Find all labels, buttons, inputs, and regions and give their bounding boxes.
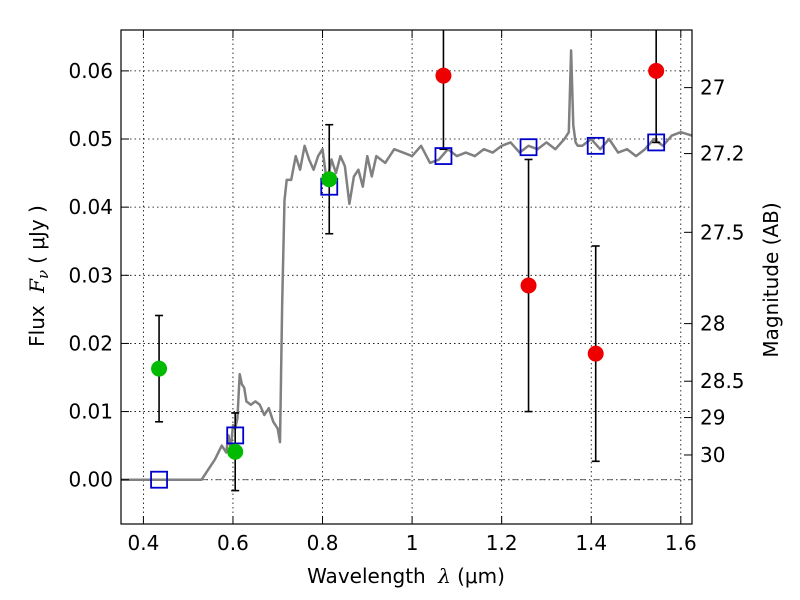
y-tick-label: 0.03 bbox=[68, 263, 113, 287]
plot-frame bbox=[120, 29, 693, 525]
model-square-marker bbox=[586, 136, 605, 155]
model-square-marker bbox=[647, 133, 666, 152]
magnitude-tick-label: 28.5 bbox=[700, 369, 745, 393]
x-tick-label: 1.6 bbox=[665, 531, 697, 555]
photometry-point bbox=[520, 277, 537, 294]
y-tick-label: 0.04 bbox=[68, 195, 113, 219]
photometry-point bbox=[587, 345, 604, 362]
photometry-point bbox=[435, 67, 452, 84]
magnitude-tick-label: 30 bbox=[700, 443, 725, 467]
y-axis-label: Flux Fν( μJy ) bbox=[25, 205, 52, 347]
x-tick-label: 0.6 bbox=[217, 531, 249, 555]
x-tick-label: 1 bbox=[406, 531, 419, 555]
axis-ticks bbox=[121, 30, 692, 524]
magnitude-tick-label: 27 bbox=[700, 76, 725, 100]
template-spectrum-line bbox=[121, 49, 693, 481]
x-tick-label: 0.8 bbox=[307, 531, 339, 555]
y-tick-label: 0.00 bbox=[68, 468, 113, 492]
y-tick-label: 0.01 bbox=[68, 400, 113, 424]
x-tick-label: 1.4 bbox=[575, 531, 607, 555]
model-square-marker bbox=[519, 138, 538, 157]
photometry-point bbox=[648, 62, 665, 79]
photometry-points bbox=[151, 62, 665, 460]
model-square-marker bbox=[226, 426, 245, 445]
magnitude-tick-label: 29 bbox=[700, 406, 725, 430]
y-tick-label: 0.06 bbox=[68, 59, 113, 83]
photometry-point bbox=[321, 171, 338, 188]
photometry-point bbox=[151, 360, 168, 377]
y-tick-label: 0.02 bbox=[68, 331, 113, 355]
magnitude-tick-label: 28 bbox=[700, 312, 725, 336]
magnitude-tick-labels: 27 27.2 27.5 28 28.5 29 30 bbox=[700, 76, 745, 467]
y-tick-labels: 0.00 0.01 0.02 0.03 0.04 0.05 0.06 bbox=[68, 59, 113, 492]
model-squares bbox=[150, 133, 666, 489]
x-tick-label: 1.2 bbox=[486, 531, 518, 555]
photometry-point bbox=[227, 443, 244, 460]
x-tick-label: 0.4 bbox=[127, 531, 159, 555]
y-tick-label: 0.05 bbox=[68, 127, 113, 151]
x-axis-label: Wavelength λ (μm) bbox=[307, 564, 505, 588]
magnitude-tick-label: 27.2 bbox=[700, 142, 745, 166]
model-square-marker bbox=[434, 147, 453, 165]
x-tick-labels: 0.4 0.6 0.8 1 1.2 1.4 1.6 bbox=[127, 531, 696, 555]
model-square-marker bbox=[150, 470, 168, 489]
magnitude-axis-label: Magnitude (AB) bbox=[759, 202, 783, 357]
magnitude-tick-label: 27.5 bbox=[700, 220, 745, 244]
plot-area bbox=[121, 30, 693, 492]
